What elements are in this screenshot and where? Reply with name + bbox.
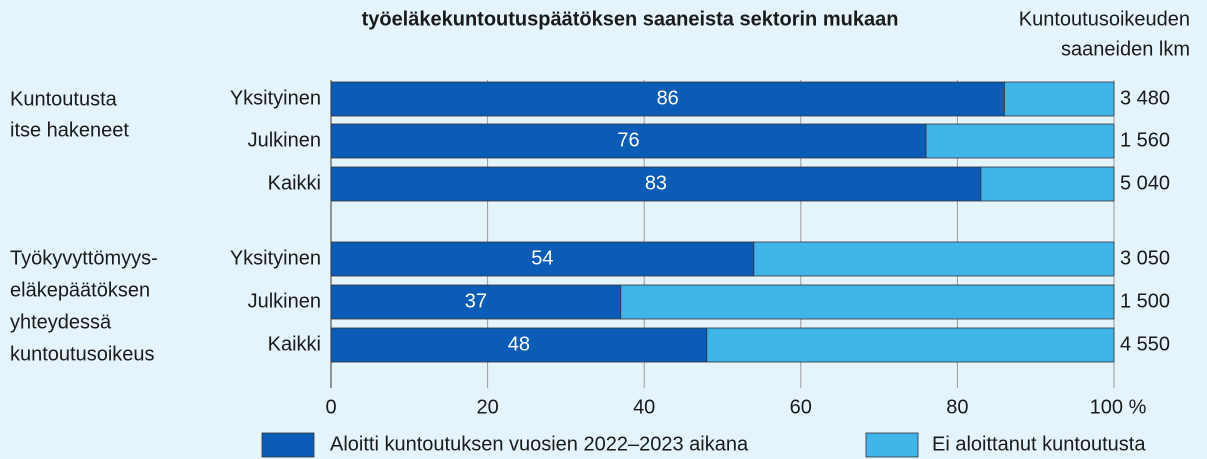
bar-segment bbox=[330, 284, 622, 320]
y-tick-label: Julkinen bbox=[248, 129, 321, 151]
data-label: 86 bbox=[657, 87, 679, 109]
data-label: 54 bbox=[531, 247, 553, 269]
data-label: 76 bbox=[617, 129, 639, 151]
group-label: itse hakeneet bbox=[10, 119, 129, 141]
group-label: yhteydessä bbox=[10, 311, 112, 333]
bar-segment bbox=[925, 123, 1115, 159]
group-label: Työkyvyttömyys- bbox=[10, 247, 158, 269]
total-label: 1 500 bbox=[1120, 290, 1170, 312]
chart-title: työeläkekuntoutuspäätöksen saaneista sek… bbox=[362, 8, 899, 30]
bar-segment bbox=[753, 241, 1115, 277]
bar-segment bbox=[330, 327, 708, 363]
total-label: 4 550 bbox=[1120, 333, 1170, 355]
y-tick-label: Kaikki bbox=[268, 172, 321, 194]
x-tick-label: 20 bbox=[476, 396, 498, 418]
x-tick-label: 100 % bbox=[1090, 396, 1147, 418]
totals-header: Kuntoutusoikeuden bbox=[1019, 8, 1190, 30]
totals-header: saaneiden lkm bbox=[1061, 38, 1190, 60]
legend-label: Ei aloittanut kuntoutusta bbox=[932, 433, 1146, 455]
y-tick-label: Yksityinen bbox=[230, 87, 321, 109]
legend-swatch bbox=[865, 432, 919, 458]
group-label: Kuntoutusta bbox=[10, 88, 118, 110]
x-tick-label: 60 bbox=[790, 396, 812, 418]
data-label: 37 bbox=[465, 290, 487, 312]
total-label: 3 480 bbox=[1120, 87, 1170, 109]
y-tick-label: Julkinen bbox=[248, 290, 321, 312]
x-tick-label: 40 bbox=[633, 396, 655, 418]
bar-segment bbox=[706, 327, 1115, 363]
bar-segment bbox=[330, 81, 1005, 117]
total-label: 1 560 bbox=[1120, 129, 1170, 151]
bar-segment bbox=[1003, 81, 1115, 117]
total-label: 5 040 bbox=[1120, 172, 1170, 194]
y-tick-label: Kaikki bbox=[268, 333, 321, 355]
y-tick-label: Yksityinen bbox=[230, 247, 321, 269]
group-label: kuntoutusoikeus bbox=[10, 343, 155, 365]
x-tick-label: 80 bbox=[946, 396, 968, 418]
bar-segment bbox=[620, 284, 1115, 320]
x-tick-label: 0 bbox=[325, 396, 336, 418]
bar-segment bbox=[980, 166, 1115, 202]
legend-label: Aloitti kuntoutuksen vuosien 2022–2023 a… bbox=[330, 433, 749, 455]
data-label: 48 bbox=[508, 333, 530, 355]
legend-swatch bbox=[261, 432, 315, 458]
data-label: 83 bbox=[645, 172, 667, 194]
bar-segment bbox=[330, 241, 755, 277]
total-label: 3 050 bbox=[1120, 247, 1170, 269]
group-label: eläkepäätöksen bbox=[10, 279, 150, 301]
